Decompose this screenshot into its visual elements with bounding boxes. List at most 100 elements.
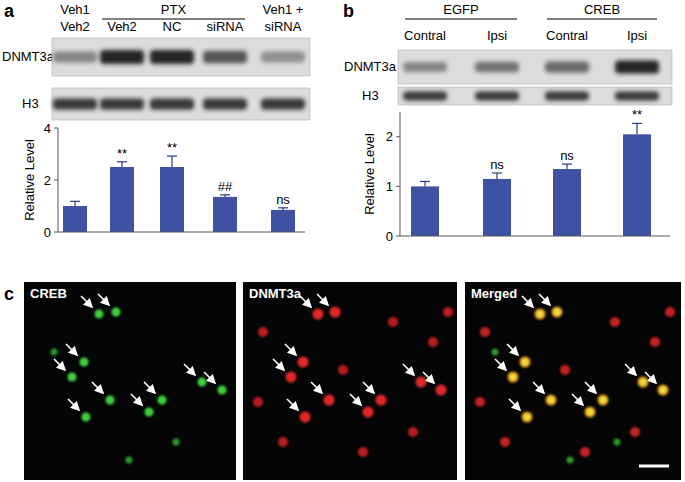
cell: [363, 407, 374, 418]
cell: [580, 447, 590, 457]
error-cap: [562, 163, 572, 164]
cells: [475, 307, 675, 464]
y-tick: [396, 136, 400, 137]
cell: [253, 397, 263, 407]
blot-band: [403, 92, 447, 101]
cell: [630, 427, 640, 437]
error-cap: [70, 201, 80, 202]
blot-membrane: [398, 50, 672, 84]
cell: [510, 374, 516, 380]
cell: [500, 437, 510, 447]
blot-band: [150, 50, 194, 64]
blot-band: [545, 92, 589, 101]
micrograph-label: Merged: [471, 286, 517, 301]
blot-band: [615, 61, 659, 74]
significance-label: **: [167, 140, 177, 155]
blot-row-label: H3: [362, 88, 379, 103]
y-tick-label: 0: [386, 229, 393, 244]
cell: [537, 311, 543, 317]
error-bar: [171, 156, 172, 167]
cell: [376, 395, 387, 406]
arrow: [66, 344, 77, 355]
blot-row-label: DNMT3a: [2, 49, 55, 64]
arrow: [539, 294, 550, 305]
arrow: [144, 382, 155, 393]
blot-band: [100, 98, 144, 109]
lane-label: Ipsi: [487, 28, 507, 43]
cell: [548, 397, 554, 403]
cell: [480, 327, 490, 337]
cell: [145, 408, 154, 417]
western-blot: EGFPCREBContralIpsiContralIpsiDNMT3aH3: [344, 2, 672, 105]
bars: [63, 156, 295, 232]
cell: [585, 407, 596, 418]
arrow: [287, 399, 298, 410]
error-cap: [420, 181, 430, 182]
lane-label: Ipsi: [627, 28, 647, 43]
arrow: [572, 394, 583, 405]
error-cap: [278, 207, 288, 208]
cell: [508, 372, 519, 383]
lane-label: Veh2: [107, 19, 137, 34]
error-cap: [632, 123, 642, 124]
cell: [358, 447, 368, 457]
y-axis-label: Relative Level: [362, 133, 377, 215]
cell: [278, 437, 288, 447]
cells: [253, 307, 453, 458]
lane-label: siRNA: [207, 19, 244, 34]
arrow: [509, 399, 520, 410]
error-bar: [566, 164, 567, 169]
blot-membrane: [398, 87, 672, 105]
micrograph: CREB: [24, 282, 236, 480]
bar: [623, 134, 651, 236]
arrow: [131, 394, 142, 405]
cell: [173, 439, 180, 446]
bar: [483, 179, 511, 236]
blot-membrane: [52, 38, 310, 76]
cell: [638, 377, 649, 388]
blot-band: [53, 51, 97, 62]
micrograph: Merged: [465, 282, 681, 480]
lane-group-label: Veh1: [60, 2, 90, 17]
arrow: [98, 294, 109, 305]
blot-band: [203, 98, 247, 109]
cell: [258, 327, 268, 337]
cell: [338, 365, 348, 375]
cell: [68, 373, 77, 382]
bar: [63, 206, 87, 232]
arrow: [645, 372, 656, 383]
y-axis-label: Relative Level: [22, 139, 37, 221]
arrow: [495, 359, 506, 370]
significance-label: ##: [218, 179, 233, 194]
cell: [443, 307, 453, 317]
cell: [324, 395, 335, 406]
bar: [553, 169, 581, 236]
lane-group-line: [547, 19, 657, 20]
cell: [313, 309, 324, 320]
bar-chart: 012Relative Levelnsns**: [362, 107, 670, 243]
micrograph-background: [24, 282, 236, 480]
bar: [271, 210, 295, 232]
bar: [160, 167, 184, 232]
blot-band: [475, 92, 519, 101]
cell: [567, 457, 574, 464]
cell: [520, 357, 531, 368]
scale-bar: [639, 465, 669, 468]
y-tick: [54, 128, 58, 129]
arrow: [92, 382, 103, 393]
y-tick: [396, 186, 400, 187]
x-axis: [400, 236, 670, 237]
micrograph-label: CREB: [30, 286, 67, 301]
error-bar: [121, 162, 122, 167]
arrow: [300, 296, 311, 307]
lane-group-label: Veh1 +: [263, 2, 304, 17]
blot-row-label: H3: [22, 96, 39, 111]
bar: [411, 186, 439, 236]
error-bar: [74, 201, 75, 206]
arrow: [317, 294, 328, 305]
y-tick-label: 1: [386, 179, 393, 194]
cell: [535, 309, 546, 320]
x-axis: [58, 232, 305, 233]
lane-label: Contral: [404, 28, 446, 43]
arrow: [184, 364, 195, 375]
